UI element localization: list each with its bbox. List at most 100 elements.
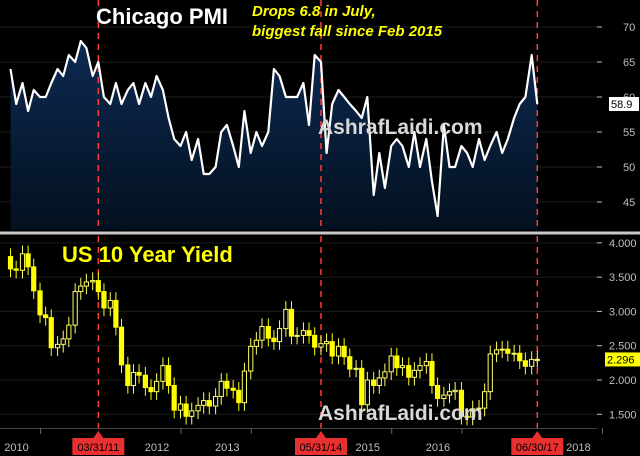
us10y-candle-body [130,371,137,386]
us10y-y-axis: 1.500 2.000 2.500 3.000 3.500 4.000 [597,238,637,421]
us10y-candle-body [371,379,377,386]
us10y-y-tick-label: 2.500 [609,341,637,353]
us10y-candle-body [171,384,177,411]
x-tick-label: 2016 [426,442,450,454]
us10y-last-value-box [605,352,640,367]
us10y-candle-body [206,400,212,407]
pmi-series-line [9,39,539,218]
us10y-candle-body [522,360,528,367]
pmi-last-value-badge: 58.9 [609,97,639,111]
pmi-y-tick-label: 65 [623,57,635,69]
us10y-candle-body [201,400,207,406]
us10y-candle-body [54,343,61,349]
us10y-candle-body [482,391,488,409]
us10y-candle-body [118,326,125,366]
x-tick-highlight-box [294,438,347,455]
us10y-candle-body [294,334,300,337]
us10y-candle-body [493,349,500,355]
us10y-candle-body [230,387,236,391]
us10y-candle-body [364,379,370,406]
us10y-candle-body [224,380,230,389]
us10y-candle-body [72,291,78,326]
us10y-candle-body [335,345,342,357]
us10y-candle-body [31,266,37,292]
us10y-candle-body [148,387,154,393]
us10y-candle-body [329,341,335,357]
us10y-candle-body [429,360,435,386]
us10y-candle-body [142,374,148,389]
us10y-candle-body [19,253,26,271]
us10y-candle-body [253,339,259,347]
us10y-candle-body [458,389,465,417]
us10y-candle-body [511,352,517,355]
us10y-candle-body [95,280,101,293]
us10y-candle-body [195,404,201,412]
us10y-candle-body [43,314,49,319]
us10y-candle-body [423,360,429,367]
us10y-candle-body [376,377,382,386]
us10y-title: US 10 Year Yield [62,242,233,267]
x-tick-label: 2012 [145,442,169,454]
us10y-candle-body [165,365,172,386]
pmi-watermark: AshrafLaidi.com [318,116,483,139]
pmi-event-lines [97,0,539,230]
x-tick-highlight-box [511,438,564,455]
pmi-y-tick-label: 45 [623,197,635,209]
us10y-candle-body [66,324,72,340]
us10y-candles [7,245,540,426]
us10y-y-tick-label: 2.000 [609,375,637,387]
pmi-y-tick-label: 55 [623,127,635,139]
pmi-annotation-line-1: Drops 6.8 in July, [252,3,376,20]
us10y-candle-body [60,338,66,345]
pmi-last-value-text: 58.9 [611,99,632,111]
us10y-candle-body [13,268,19,271]
us10y-candle-body [452,389,458,393]
us10y-candle-body [341,345,347,358]
us10y-candle-body [7,256,14,270]
pmi-y-tick-label: 50 [623,162,635,174]
x-tick-highlight-arrow [315,431,326,438]
us10y-candle-body [183,403,189,417]
us10y-candle-body [248,345,254,372]
x-tick-label: 2018 [566,442,590,454]
us10y-candle-body [411,369,417,378]
x-tick-label: 2013 [215,442,239,454]
us10y-candle-body [434,384,441,400]
x-tick-highlight-box [72,438,125,455]
us10y-candle-body [359,367,365,406]
us10y-candle-body [37,290,43,316]
us10y-y-tick-label: 4.000 [609,238,637,250]
us10y-candle-body [78,285,84,293]
us10y-candle-body [312,334,318,348]
us10y-candle-body [353,367,359,370]
pmi-y-tick-label: 70 [623,22,635,34]
us10y-candle-body [300,330,307,336]
us10y-candle-body [218,380,224,397]
x-tick-highlight-arrow [93,431,104,438]
us10y-candle-body [441,394,447,400]
us10y-candle-body [399,365,406,369]
us10y-candle-body [499,348,505,351]
pmi-annotation-line-2: biggest fall since Feb 2015 [252,23,443,40]
x-tick-label: 06/30/17 [516,442,559,454]
us10y-candle-body [306,330,312,336]
us10y-candle-body [529,358,535,367]
us10y-candle-body [406,365,412,378]
pmi-title: Chicago PMI [96,4,228,29]
us10y-candle-body [101,291,107,309]
us10y-candle-body [446,391,453,396]
us10y-candle-body [259,326,265,341]
us10y-candle-body [394,355,400,369]
us10y-candle-body [323,341,330,345]
pmi-last-value-box [609,97,639,111]
us10y-candle-body [388,355,394,373]
us10y-candle-body [347,356,353,370]
us10y-candle-body [283,308,289,330]
us10y-candle-body [113,299,119,328]
pmi-area-fill [10,41,538,230]
us10y-candle-body [136,371,142,376]
us10y-candle-body [189,410,195,417]
us10y-candle-body [476,407,482,410]
us10y-candle-body [213,395,219,407]
us10y-candle-body [417,365,423,371]
